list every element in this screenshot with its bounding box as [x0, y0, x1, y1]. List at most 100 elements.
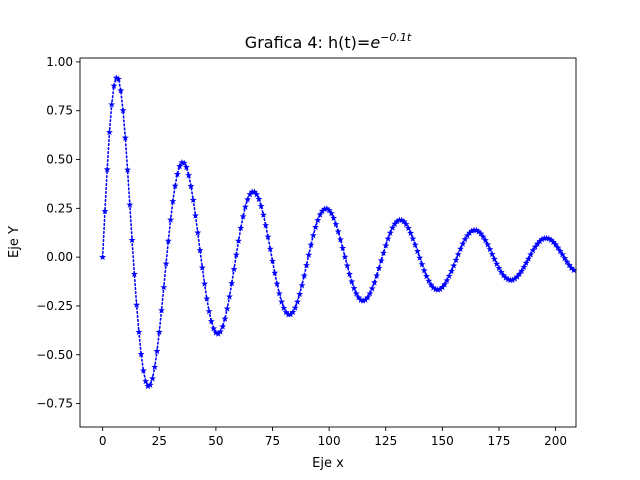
data-point-star: [246, 190, 254, 198]
data-point-star: [110, 82, 118, 89]
data-point-star: [203, 295, 211, 302]
y-axis-label: Eje Y: [7, 226, 22, 258]
data-point-star: [284, 310, 292, 318]
data-point-star: [522, 259, 530, 266]
data-point-star: [513, 273, 521, 280]
data-point-star: [201, 280, 208, 287]
y-tick-label: 0.25: [46, 201, 73, 215]
data-point-star: [176, 162, 184, 170]
data-point-star: [545, 235, 553, 242]
data-point-star: [366, 290, 374, 297]
data-point-star: [241, 203, 249, 210]
data-point-star: [411, 241, 419, 248]
data-point-star: [235, 237, 242, 244]
data-point-star: [443, 276, 451, 284]
data-point-star: [160, 283, 168, 291]
data-point-star: [260, 211, 267, 218]
data-point-star: [198, 264, 206, 271]
data-point-star: [368, 284, 376, 292]
data-point-star: [371, 278, 378, 286]
data-point-star: [187, 182, 195, 190]
data-point-star: [350, 284, 358, 292]
data-point-star: [556, 247, 564, 254]
data-point-star: [457, 245, 464, 252]
data-point-star: [425, 277, 433, 284]
y-tick-label: −0.25: [36, 299, 73, 313]
data-point-star: [253, 190, 261, 198]
data-point-star: [139, 367, 147, 374]
data-point-star: [223, 305, 231, 312]
data-point-star: [171, 182, 179, 189]
x-tick-label: 50: [208, 434, 223, 448]
y-tick-label: 0.50: [46, 153, 73, 167]
data-point-star: [416, 254, 424, 261]
data-point-star: [173, 170, 181, 178]
data-point-star: [463, 232, 471, 239]
data-point-star: [112, 74, 120, 81]
data-point-star: [538, 235, 546, 243]
y-tick-label: 0.00: [46, 250, 73, 264]
data-point-star: [108, 101, 116, 108]
data-point-star: [568, 264, 575, 271]
data-point-star: [226, 293, 233, 300]
data-point-star: [282, 308, 290, 316]
data-point-star: [291, 304, 299, 311]
data-point-star: [124, 166, 131, 173]
data-point-star: [334, 227, 342, 235]
data-point-star: [228, 279, 236, 287]
data-point-star: [414, 247, 421, 255]
data-point-star: [441, 280, 449, 288]
data-point-star: [475, 227, 483, 235]
data-point-star: [352, 290, 360, 297]
data-point-star: [192, 212, 199, 219]
data-point-star: [459, 240, 467, 247]
data-point-star: [400, 218, 408, 225]
data-point-star: [529, 246, 537, 254]
y-tick-label: 1.00: [46, 55, 73, 69]
data-point-star: [436, 285, 444, 293]
data-point-star: [239, 212, 247, 220]
data-point-star: [515, 270, 523, 278]
data-point-star: [323, 205, 331, 212]
data-point-star: [384, 235, 392, 242]
data-point-star: [536, 237, 544, 245]
data-point-star: [380, 249, 387, 256]
data-point-star: [210, 325, 218, 332]
data-point-star: [214, 330, 222, 337]
data-point-star: [327, 209, 335, 217]
data-point-star: [185, 171, 193, 179]
data-point-star: [477, 230, 485, 237]
data-point-star: [250, 188, 258, 195]
axes-frame: [79, 57, 577, 428]
data-point-star: [423, 272, 430, 280]
data-point-star: [119, 106, 127, 114]
data-point-star: [275, 290, 283, 297]
data-point-star: [409, 235, 417, 242]
data-point-star: [101, 207, 109, 215]
data-point-star: [158, 306, 165, 314]
data-point-star: [448, 267, 455, 275]
plot-area: [99, 74, 578, 390]
data-point-star: [481, 236, 489, 244]
data-point-star: [420, 267, 428, 274]
data-point-star: [133, 301, 141, 308]
data-point-star: [212, 329, 220, 336]
data-point-star: [217, 328, 224, 335]
data-point-star: [418, 260, 426, 268]
data-point-star: [151, 363, 159, 370]
data-point-star: [359, 297, 367, 304]
data-point-star: [491, 255, 498, 263]
data-point-star: [552, 241, 560, 248]
data-point-star: [169, 197, 177, 205]
chart-title-text: Grafica 4: h(t)=: [245, 33, 371, 52]
data-point-star: [495, 264, 503, 272]
data-point-star: [434, 286, 442, 293]
data-point-star: [479, 233, 487, 240]
data-point-star: [391, 220, 399, 227]
data-point-star: [404, 224, 412, 232]
data-point-star: [167, 216, 175, 223]
y-tick-label: −0.75: [36, 397, 73, 411]
data-point-star: [316, 211, 324, 218]
data-point-star: [554, 244, 562, 251]
data-point-star: [309, 231, 317, 239]
